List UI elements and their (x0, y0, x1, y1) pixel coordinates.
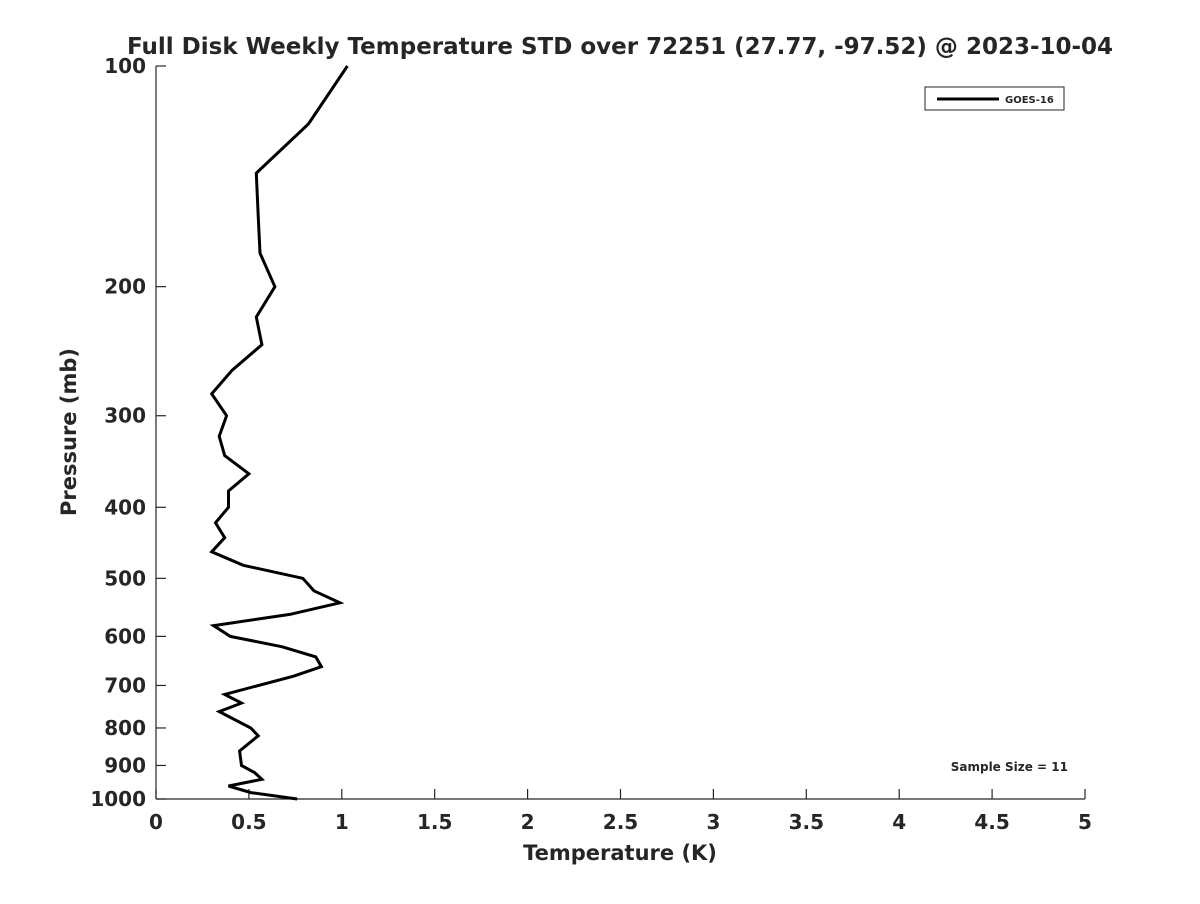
x-tick-label: 2 (521, 810, 535, 834)
y-tick-label: 500 (104, 566, 146, 590)
x-tick-label: 0.5 (231, 810, 266, 834)
x-tick-label: 0 (149, 810, 163, 834)
sample-size-annotation: Sample Size = 11 (951, 760, 1068, 774)
y-tick-label: 200 (104, 275, 146, 299)
y-tick-label: 900 (104, 753, 146, 777)
y-tick-label: 300 (104, 404, 146, 428)
x-tick-label: 1.5 (417, 810, 452, 834)
chart-title: Full Disk Weekly Temperature STD over 72… (127, 34, 1113, 60)
y-tick-label: 700 (104, 673, 146, 697)
x-axis-label: Temperature (K) (523, 841, 717, 865)
legend: GOES-16 (924, 86, 1065, 111)
y-tick-label: 1000 (90, 787, 146, 811)
y-tick-label: 400 (104, 495, 146, 519)
x-tick-label: 5 (1078, 810, 1092, 834)
x-tick-label: 4 (892, 810, 906, 834)
x-tick-label: 4.5 (974, 810, 1009, 834)
x-tick-label: 3.5 (789, 810, 824, 834)
x-tick-label: 3 (706, 810, 720, 834)
x-tick-label: 2.5 (603, 810, 638, 834)
y-tick-label: 600 (104, 624, 146, 648)
axes: 0 0.5 1 1.5 2 2.5 3 3.5 4 4.5 5 100 200 300 400 500 600 7… (90, 54, 1092, 834)
y-axis-label: Pressure (mb) (57, 348, 81, 516)
legend-label-goes-16: GOES-16 (1005, 95, 1054, 106)
y-tick-label: 800 (104, 716, 146, 740)
series-line-goes-16 (209, 65, 349, 801)
x-tick-label: 1 (335, 810, 349, 834)
y-tick-label: 100 (104, 54, 146, 78)
